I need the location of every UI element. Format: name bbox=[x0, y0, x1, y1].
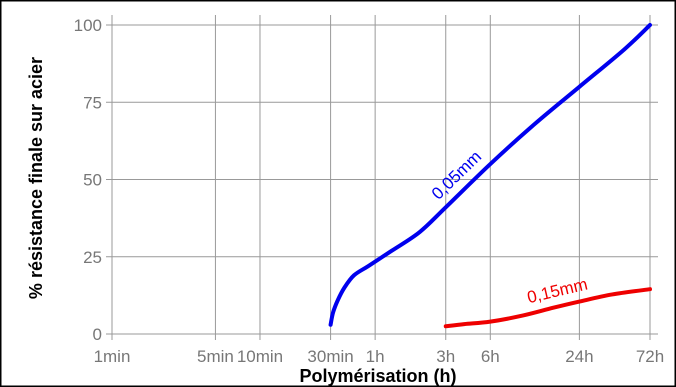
series-line-0-15mm bbox=[443, 287, 652, 329]
y-axis-title: % résistance finale sur acier bbox=[26, 57, 46, 299]
y-tick-label-100: 100 bbox=[74, 16, 102, 35]
x-tick-label-1h: 1h bbox=[366, 347, 385, 366]
x-tick-label-1min: 1min bbox=[94, 347, 131, 366]
y-tick-label-50: 50 bbox=[83, 171, 102, 190]
y-tick-label-75: 75 bbox=[83, 93, 102, 112]
x-tick-label-5min: 5min bbox=[197, 347, 234, 366]
tick-labels: 0 25 50 75 100 1min 5min 10min 30min 1h 3h 6h 24h 72h bbox=[74, 16, 665, 366]
x-axis-title: Polymérisation (h) bbox=[299, 366, 456, 386]
x-tick-label-3h: 3h bbox=[436, 347, 455, 366]
y-tick-label-0: 0 bbox=[93, 325, 102, 344]
series-line-0-05mm bbox=[328, 23, 652, 327]
x-tick-label-24h: 24h bbox=[565, 347, 593, 366]
x-tick-label-72h: 72h bbox=[636, 347, 664, 366]
x-tick-label-6h: 6h bbox=[481, 347, 500, 366]
x-tick-label-10min: 10min bbox=[237, 347, 283, 366]
y-tick-label-25: 25 bbox=[83, 248, 102, 267]
x-tick-label-30min: 30min bbox=[307, 347, 353, 366]
grid bbox=[106, 15, 658, 340]
